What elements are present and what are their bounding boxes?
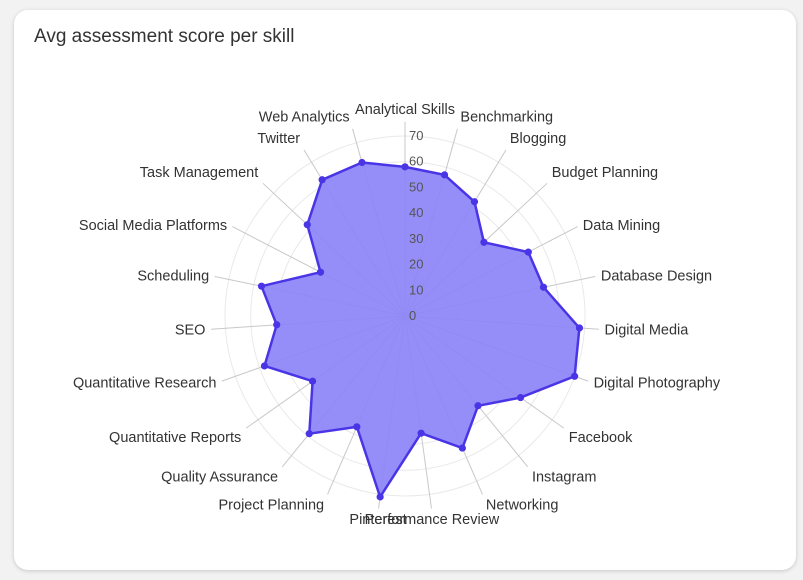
tick-label: 70 bbox=[409, 128, 423, 143]
data-point bbox=[417, 429, 425, 437]
category-label: SEO bbox=[175, 323, 206, 339]
data-point bbox=[353, 423, 361, 431]
tick-label: 30 bbox=[409, 231, 423, 246]
series-layer bbox=[257, 158, 584, 501]
data-point bbox=[524, 248, 532, 256]
category-label: Quantitative Research bbox=[73, 375, 216, 391]
category-label: Instagram bbox=[532, 470, 596, 486]
category-label: Digital Photography bbox=[594, 375, 721, 391]
data-point bbox=[318, 176, 326, 184]
chart-title: Avg assessment score per skill bbox=[34, 26, 295, 47]
category-label: Quantitative Reports bbox=[109, 430, 241, 446]
data-point bbox=[316, 268, 325, 276]
series-area bbox=[260, 161, 581, 499]
tick-label: 0 bbox=[409, 308, 416, 323]
category-label: Project Planning bbox=[219, 498, 325, 514]
category-label: Budget Planning bbox=[552, 165, 658, 181]
tick-label: 10 bbox=[409, 282, 423, 297]
category-label: Task Management bbox=[140, 165, 258, 181]
data-point bbox=[575, 324, 584, 332]
category-label: Digital Media bbox=[605, 323, 690, 339]
category-label: Performance Review bbox=[365, 512, 500, 528]
category-label: Blogging bbox=[510, 131, 566, 147]
label-layer: Analytical Skills Benchmarking Blogging Bud… bbox=[73, 102, 721, 528]
tick-label: 40 bbox=[409, 205, 423, 220]
data-point bbox=[470, 198, 479, 206]
data-point bbox=[539, 283, 548, 291]
data-point bbox=[516, 393, 525, 402]
data-point bbox=[303, 221, 311, 229]
data-point bbox=[305, 430, 313, 438]
category-label: Database Design bbox=[601, 269, 712, 285]
category-label: Benchmarking bbox=[460, 109, 553, 125]
data-point bbox=[260, 362, 269, 370]
data-point bbox=[273, 321, 281, 329]
data-point bbox=[440, 171, 449, 179]
category-label: Analytical Skills bbox=[355, 102, 455, 118]
data-point bbox=[571, 372, 579, 380]
category-label: Scheduling bbox=[137, 269, 209, 285]
category-label: Social Media Platforms bbox=[79, 218, 227, 234]
data-point bbox=[358, 158, 366, 167]
tick-layer: 0 10 20 30 40 50 60 70 bbox=[409, 128, 423, 323]
data-point bbox=[401, 163, 409, 171]
category-label: Pinterest bbox=[349, 512, 406, 528]
data-point bbox=[480, 238, 488, 246]
data-point bbox=[458, 444, 466, 452]
category-label: Networking bbox=[486, 498, 559, 514]
category-label: Data Mining bbox=[583, 218, 660, 234]
category-label: Web Analytics bbox=[259, 109, 350, 125]
data-point bbox=[308, 377, 317, 385]
data-point bbox=[376, 493, 384, 501]
tick-label: 50 bbox=[409, 179, 423, 194]
tick-label: 60 bbox=[409, 154, 423, 169]
category-label: Quality Assurance bbox=[161, 470, 278, 486]
data-point bbox=[474, 402, 482, 410]
tick-label: 20 bbox=[409, 257, 423, 272]
data-point bbox=[257, 282, 266, 290]
category-label: Facebook bbox=[569, 430, 633, 446]
category-label: Twitter bbox=[257, 131, 300, 147]
